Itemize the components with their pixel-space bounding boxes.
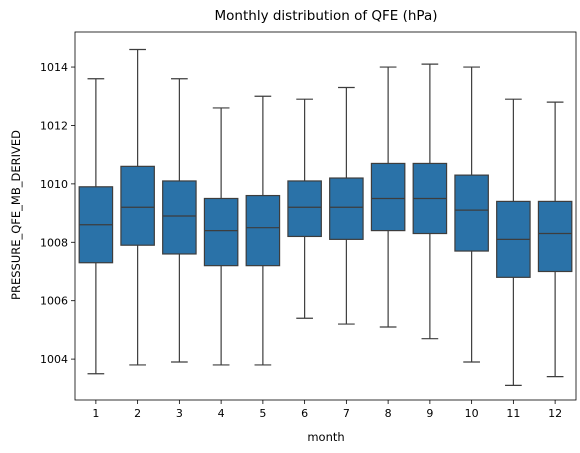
box-month-9 [412, 63, 448, 340]
y-tick-label: 1004 [40, 353, 68, 366]
iqr-box [120, 165, 155, 246]
x-tick-label: 11 [506, 407, 520, 420]
box-month-5 [245, 95, 281, 366]
x-tick-label: 8 [385, 407, 392, 420]
box-month-6 [287, 98, 322, 319]
y-axis-label: PRESSURE_QFE_MB_DERIVED [9, 130, 23, 300]
iqr-box [162, 180, 197, 255]
x-tick-label: 3 [176, 407, 183, 420]
iqr-box [287, 180, 322, 238]
y-tick-label: 1012 [40, 119, 68, 132]
x-tick-label: 4 [218, 407, 225, 420]
iqr-box [537, 200, 573, 273]
box-month-10 [454, 66, 489, 363]
x-axis-ticks: 1 2 3 4 5 6 7 8 9 10 11 12 [92, 400, 562, 420]
y-tick-label: 1010 [40, 178, 68, 191]
y-tick-label: 1008 [40, 236, 68, 249]
iqr-box [203, 197, 239, 267]
x-tick-label: 2 [134, 407, 141, 420]
box-month-12 [537, 101, 573, 378]
box-month-3 [162, 78, 197, 363]
y-tick-label: 1006 [40, 295, 68, 308]
box-month-4 [203, 107, 239, 366]
box-series [78, 48, 573, 386]
x-tick-label: 5 [259, 407, 266, 420]
x-tick-label: 1 [92, 407, 99, 420]
x-tick-label: 10 [465, 407, 479, 420]
x-tick-label: 12 [548, 407, 562, 420]
chart-title: Monthly distribution of QFE (hPa) [215, 8, 438, 24]
box-month-11 [496, 98, 531, 386]
x-axis-label: month [307, 430, 344, 444]
iqr-box [245, 194, 281, 267]
y-tick-label: 1014 [40, 61, 68, 74]
box-month-2 [120, 48, 155, 366]
box-month-8 [370, 66, 406, 328]
x-tick-label: 7 [343, 407, 350, 420]
x-tick-label: 6 [301, 407, 308, 420]
y-axis-ticks: 1004 1006 1008 1010 1012 1014 [40, 61, 75, 366]
box-month-7 [329, 86, 364, 325]
axes-frame [74, 31, 577, 401]
x-tick-label: 9 [426, 407, 433, 420]
iqr-box [329, 177, 364, 240]
iqr-box [454, 174, 489, 252]
box-month-1 [78, 78, 114, 375]
iqr-box [370, 162, 406, 232]
